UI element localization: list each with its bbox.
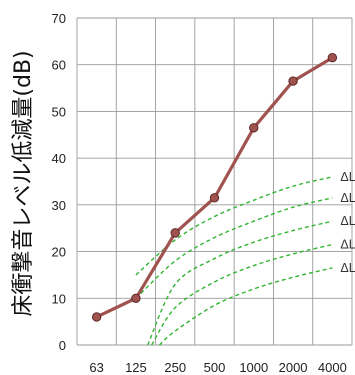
x-tick-label: 125 xyxy=(125,360,147,375)
data-point xyxy=(170,228,180,238)
reference-curve-label: ΔLL-5 xyxy=(340,170,355,184)
plot-area xyxy=(77,18,352,345)
x-tick-label: 250 xyxy=(164,360,186,375)
data-point xyxy=(91,312,102,322)
y-tick-label: 20 xyxy=(52,245,66,260)
x-tick-label: 2000 xyxy=(279,360,308,375)
reference-curve xyxy=(151,243,333,346)
x-tick-label: 63 xyxy=(89,360,103,375)
data-point xyxy=(249,123,259,133)
reference-curve-label: ΔLL-2 xyxy=(340,238,355,252)
reference-curve xyxy=(159,267,333,346)
y-tick-label: 30 xyxy=(52,198,66,213)
y-tick-label: 50 xyxy=(52,104,66,119)
data-point xyxy=(327,53,338,63)
data-point xyxy=(209,193,220,203)
reference-curve xyxy=(147,220,333,346)
y-tick-label: 40 xyxy=(52,151,66,166)
x-tick-label: 500 xyxy=(204,360,226,375)
x-tick-label: 4000 xyxy=(318,360,347,375)
data-point xyxy=(131,293,141,303)
data-point xyxy=(288,76,298,86)
y-tick-label: 70 xyxy=(52,11,66,26)
y-tick-label: 60 xyxy=(52,58,66,73)
y-axis-title: 床衝撃音レベル低減量(dB) xyxy=(11,50,36,316)
reference-curve-label: ΔLL-3 xyxy=(340,214,355,228)
y-tick-label: 10 xyxy=(52,291,66,306)
reference-curve-label: ΔLL-1 xyxy=(340,261,355,275)
reference-curve xyxy=(135,176,333,276)
reference-curve-label: ΔLL-4 xyxy=(340,191,355,205)
x-tick-label: 1000 xyxy=(239,360,268,375)
y-tick-label: 0 xyxy=(59,338,66,353)
reference-curve xyxy=(135,197,333,299)
